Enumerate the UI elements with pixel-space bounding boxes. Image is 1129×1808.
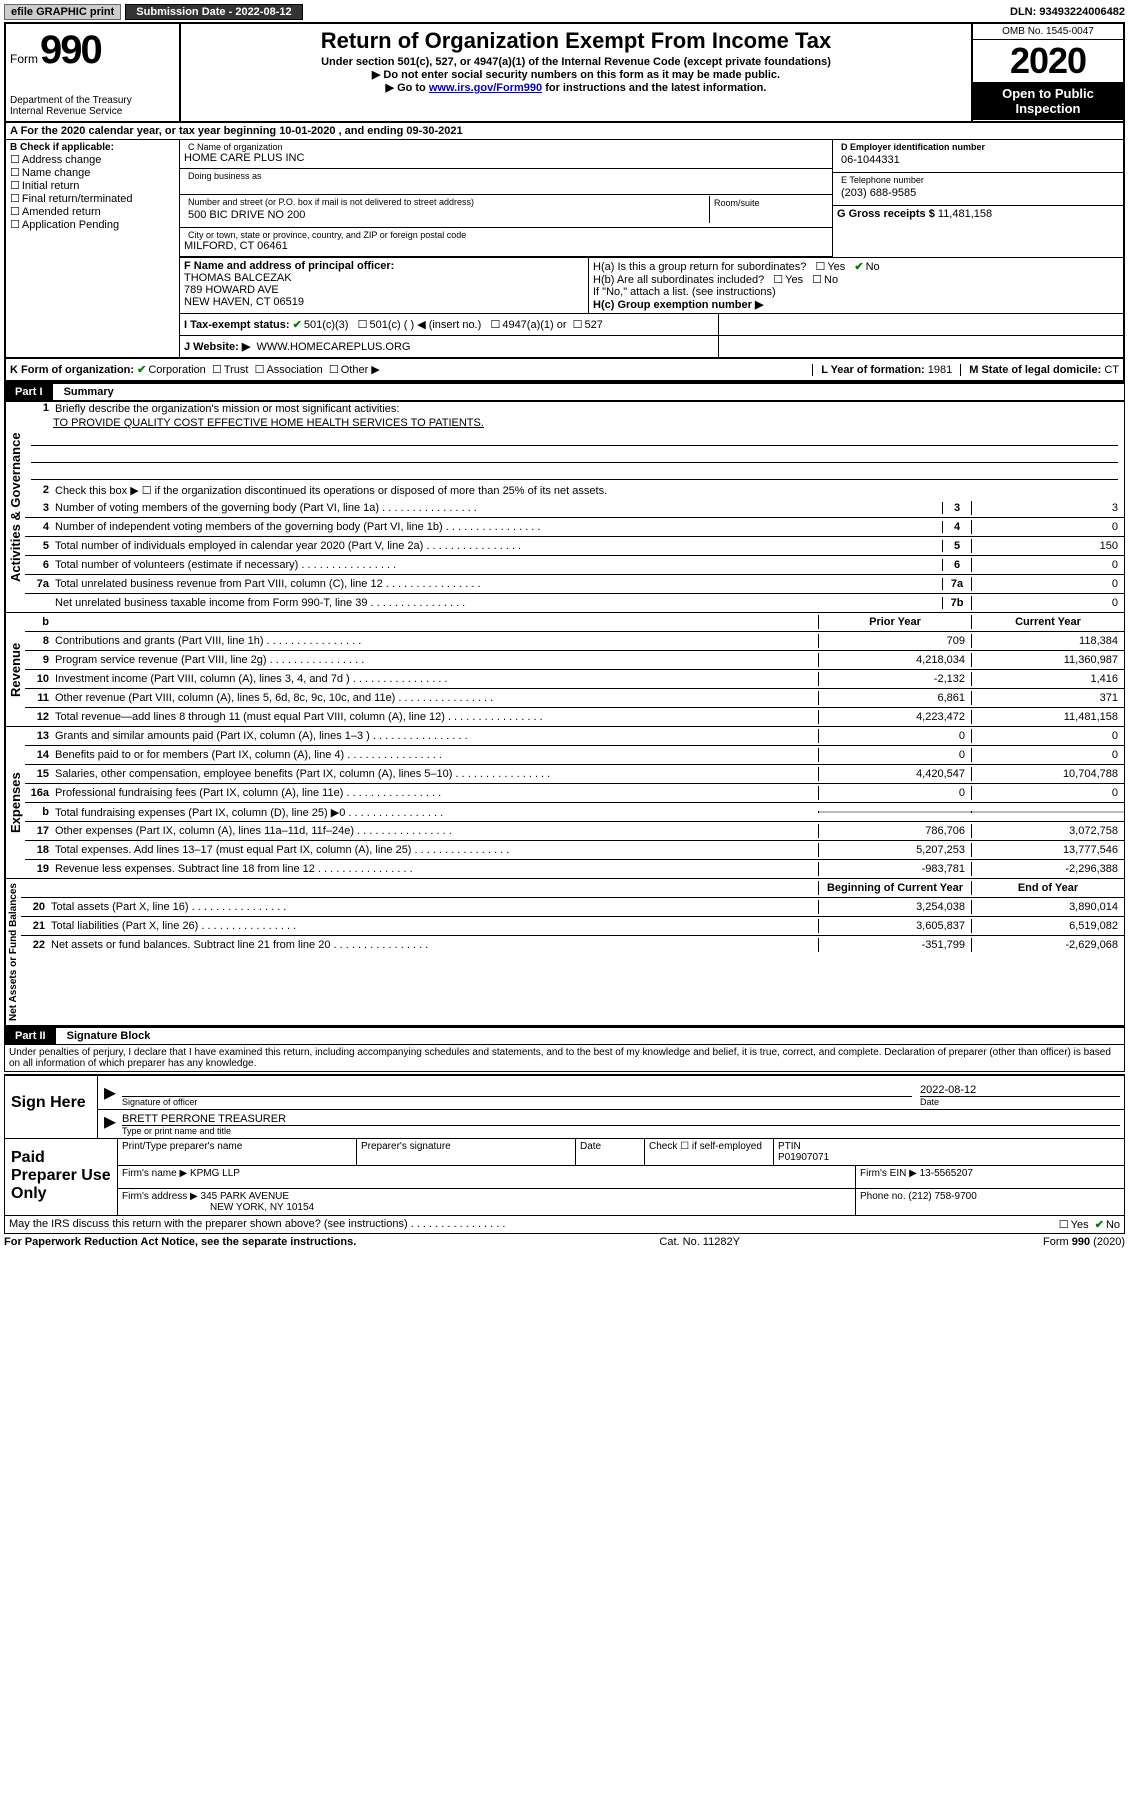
net-assets-section: Net Assets or Fund Balances Beginning of… xyxy=(4,879,1125,1026)
phone-cell: E Telephone number (203) 688-9585 xyxy=(833,173,1123,206)
submission-date-badge: Submission Date - 2022-08-12 xyxy=(125,4,302,20)
summary-line: 6Total number of volunteers (estimate if… xyxy=(25,556,1124,575)
chk-trust[interactable] xyxy=(212,363,224,376)
dln-label: DLN: 93493224006482 xyxy=(1010,6,1125,18)
chk-final-return[interactable]: Final return/terminated xyxy=(10,192,175,205)
summary-line: 10Investment income (Part VIII, column (… xyxy=(25,670,1124,689)
section-identity: B Check if applicable: Address change Na… xyxy=(4,140,1125,359)
discuss-no[interactable] xyxy=(1095,1219,1106,1231)
row-k-form-org: K Form of organization: Corporation Trus… xyxy=(4,359,1125,382)
chk-501c3[interactable] xyxy=(293,319,304,331)
chk-pending[interactable]: Application Pending xyxy=(10,218,175,231)
discuss-row: May the IRS discuss this return with the… xyxy=(4,1216,1125,1234)
irs-link[interactable]: www.irs.gov/Form990 xyxy=(429,82,542,94)
group-return-cell: H(a) Is this a group return for subordin… xyxy=(589,258,1123,313)
summary-line: 18Total expenses. Add lines 13–17 (must … xyxy=(25,841,1124,860)
sign-here-label: Sign Here xyxy=(5,1076,98,1138)
summary-line: 20Total assets (Part X, line 16)3,254,03… xyxy=(21,898,1124,917)
ha-no[interactable] xyxy=(854,260,865,273)
footer: For Paperwork Reduction Act Notice, see … xyxy=(4,1234,1125,1250)
part1: Part I Summary xyxy=(4,382,1125,402)
address-cell: Number and street (or P.O. box if mail i… xyxy=(180,195,832,228)
summary-line: 15Salaries, other compensation, employee… xyxy=(25,765,1124,784)
omb-number: OMB No. 1545-0047 xyxy=(973,24,1123,40)
summary-line: 5Total number of individuals employed in… xyxy=(25,537,1124,556)
summary-line: 16aProfessional fundraising fees (Part I… xyxy=(25,784,1124,803)
summary-line: 17Other expenses (Part IX, column (A), l… xyxy=(25,822,1124,841)
summary-line: 14Benefits paid to or for members (Part … xyxy=(25,746,1124,765)
header-right: OMB No. 1545-0047 2020 Open to Public In… xyxy=(973,24,1123,121)
summary-line: 11Other revenue (Part VIII, column (A), … xyxy=(25,689,1124,708)
col-b-checkboxes: B Check if applicable: Address change Na… xyxy=(6,140,180,357)
chk-527[interactable] xyxy=(573,319,585,331)
header-left: Form 990 Department of the Treasury Inte… xyxy=(6,24,181,121)
paid-preparer: Paid Preparer Use Only Print/Type prepar… xyxy=(4,1139,1125,1216)
gross-receipts: G Gross receipts $ 11,481,158 xyxy=(833,206,1123,222)
row-a-tax-year: A For the 2020 calendar year, or tax yea… xyxy=(4,123,1125,140)
col-main-identity: C Name of organization HOME CARE PLUS IN… xyxy=(180,140,1123,357)
chk-association[interactable] xyxy=(255,363,267,376)
chk-initial-return[interactable]: Initial return xyxy=(10,179,175,192)
chk-name-change[interactable]: Name change xyxy=(10,166,175,179)
open-to-public: Open to Public Inspection xyxy=(973,82,1123,120)
hb-no[interactable] xyxy=(812,273,824,286)
ha-yes[interactable] xyxy=(815,260,827,273)
website-row: J Website: ▶ WWW.HOMECAREPLUS.ORG xyxy=(180,336,719,357)
form-header: Form 990 Department of the Treasury Inte… xyxy=(4,22,1125,123)
perjury-declaration: Under penalties of perjury, I declare th… xyxy=(4,1045,1125,1072)
top-bar: efile GRAPHIC print Submission Date - 20… xyxy=(4,4,1125,20)
summary-line: 8Contributions and grants (Part VIII, li… xyxy=(25,632,1124,651)
signature-block: Sign Here ▸ Signature of officer 2022-08… xyxy=(4,1074,1125,1139)
instruction-1: ▶ Do not enter social security numbers o… xyxy=(189,68,963,81)
tax-exempt-status: I Tax-exempt status: 501(c)(3) 501(c) ( … xyxy=(180,314,719,335)
chk-address-change[interactable]: Address change xyxy=(10,153,175,166)
form-number: Form 990 xyxy=(10,28,175,73)
discuss-yes[interactable] xyxy=(1059,1219,1071,1231)
summary-line: 12Total revenue—add lines 8 through 11 (… xyxy=(25,708,1124,726)
summary-line: Net unrelated business taxable income fr… xyxy=(25,594,1124,612)
city-cell: City or town, state or province, country… xyxy=(180,228,832,257)
header-center: Return of Organization Exempt From Incom… xyxy=(181,24,973,121)
summary-line: 13Grants and similar amounts paid (Part … xyxy=(25,727,1124,746)
main-title: Return of Organization Exempt From Incom… xyxy=(189,28,963,54)
chk-corporation[interactable] xyxy=(137,363,148,376)
ein-cell: D Employer identification number 06-1044… xyxy=(833,140,1123,173)
summary-line: 7aTotal unrelated business revenue from … xyxy=(25,575,1124,594)
subtitle: Under section 501(c), 527, or 4947(a)(1)… xyxy=(189,56,963,68)
part2: Part II Signature Block xyxy=(4,1026,1125,1045)
summary-line: 21Total liabilities (Part X, line 26)3,6… xyxy=(21,917,1124,936)
department-label: Department of the Treasury Internal Reve… xyxy=(10,95,175,117)
chk-other[interactable] xyxy=(329,363,341,376)
dba-cell: Doing business as xyxy=(180,169,832,195)
tax-year: 2020 xyxy=(973,40,1123,82)
chk-amended[interactable]: Amended return xyxy=(10,205,175,218)
part2-header: Part II xyxy=(5,1028,56,1044)
instruction-2: ▶ Go to www.irs.gov/Form990 for instruct… xyxy=(189,81,963,94)
expenses-section: Expenses 13Grants and similar amounts pa… xyxy=(4,727,1125,879)
hb-yes[interactable] xyxy=(773,273,785,286)
efile-badge: efile GRAPHIC print xyxy=(4,4,121,20)
arrow-icon: ▸ xyxy=(102,1116,122,1136)
summary-line: 9Program service revenue (Part VIII, lin… xyxy=(25,651,1124,670)
org-name-cell: C Name of organization HOME CARE PLUS IN… xyxy=(180,140,832,169)
summary-line: 22Net assets or fund balances. Subtract … xyxy=(21,936,1124,954)
summary-line: 3Number of voting members of the governi… xyxy=(25,499,1124,518)
chk-501c[interactable] xyxy=(358,319,370,331)
activities-governance: Activities & Governance 1Briefly describ… xyxy=(4,402,1125,613)
summary-line: 19Revenue less expenses. Subtract line 1… xyxy=(25,860,1124,878)
revenue-section: Revenue b Prior Year Current Year 8Contr… xyxy=(4,613,1125,727)
arrow-icon: ▸ xyxy=(102,1087,122,1107)
part1-header: Part I xyxy=(5,384,53,400)
chk-4947[interactable] xyxy=(490,319,502,331)
summary-line: bTotal fundraising expenses (Part IX, co… xyxy=(25,803,1124,822)
summary-line: 4Number of independent voting members of… xyxy=(25,518,1124,537)
officer-cell: F Name and address of principal officer:… xyxy=(180,258,589,313)
